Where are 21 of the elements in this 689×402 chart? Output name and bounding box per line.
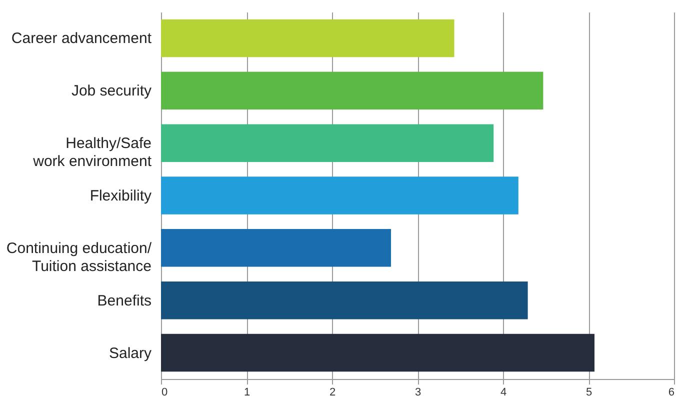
- y-tick-label: Career advancement: [11, 30, 152, 48]
- y-tick-label: Healthy/Safe work environment: [32, 135, 152, 170]
- x-tick-label: 0: [162, 386, 168, 398]
- x-tick-label: 6: [668, 386, 674, 398]
- x-tick-label: 3: [414, 386, 422, 398]
- y-tick-label: Flexibility: [90, 188, 152, 204]
- x-tick-label: 2: [329, 386, 336, 398]
- bar: [161, 229, 391, 267]
- y-tick-label: Job security: [71, 82, 152, 100]
- bar: [161, 176, 518, 214]
- x-tick-label: 4: [500, 386, 507, 398]
- y-tick-label: Continuing education/ Tuition assistance: [6, 240, 152, 275]
- bar: [161, 124, 494, 162]
- y-tick-label: Salary: [108, 344, 152, 362]
- x-tick-label: 1: [244, 386, 250, 398]
- bar: [161, 72, 544, 110]
- x-tick-label: 5: [586, 386, 592, 398]
- bar: [161, 19, 454, 58]
- bar: [161, 334, 594, 372]
- bar: [161, 281, 528, 320]
- y-tick-label: Benefits: [97, 292, 152, 310]
